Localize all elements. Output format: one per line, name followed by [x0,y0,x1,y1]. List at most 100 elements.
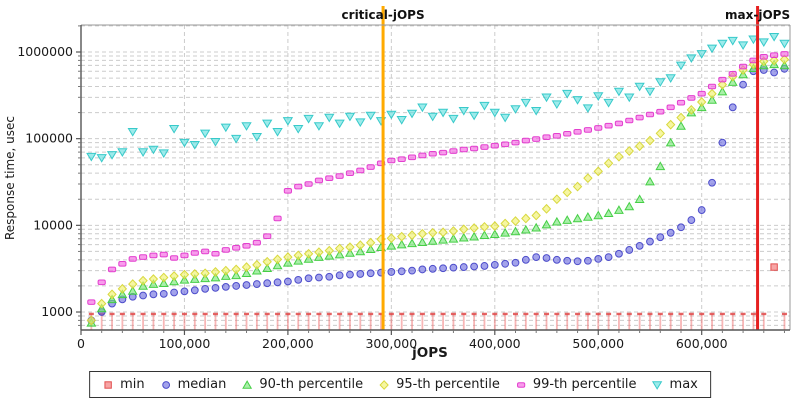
data-point [541,219,552,229]
data-point [119,312,125,316]
data-point [668,312,674,316]
data-point [263,279,272,288]
triangle-up-icon [242,379,253,389]
x-axis-title: jOPS [411,345,448,361]
data-point [366,164,375,170]
data-point [748,35,759,45]
data-point [613,87,625,97]
data-point [180,287,189,296]
series-99-th-percentile [87,51,789,305]
data-point [262,119,273,129]
data-point [541,203,552,214]
data-point [562,89,573,99]
data-point [562,215,573,224]
data-point [789,68,790,69]
data-point [345,248,355,257]
data-point [572,213,583,223]
data-point [181,312,187,316]
data-point [138,275,148,286]
data-point [396,116,407,125]
data-point [655,78,666,87]
series-median [87,64,789,325]
data-point [346,270,354,279]
x-tick-label: 500,000 [572,336,624,351]
data-point [365,244,376,254]
data-point [86,152,97,162]
data-point [521,255,530,264]
data-point [161,312,167,316]
data-point [387,268,396,276]
data-point [306,312,312,316]
data-point [262,263,273,273]
data-point [407,230,417,241]
gridlines [81,25,790,330]
data-point [324,245,334,256]
data-point [770,263,778,271]
legend-label: 99-th percentile [532,377,637,392]
x-tick-label: 100,000 [159,336,211,351]
data-point [500,218,510,229]
data-point [127,128,138,137]
data-point [655,128,666,139]
data-point [168,124,180,134]
critical-jops-label: critical-jOPS [342,8,425,22]
x-tick-label: 600,000 [676,336,728,351]
series-90-th-percentile [86,59,790,327]
data-point [304,274,313,283]
data-point [97,279,106,286]
data-point [530,106,542,116]
data-point [575,312,581,316]
data-point [138,281,149,290]
data-point [294,275,303,284]
data-point [427,236,438,245]
data-point [666,228,675,237]
data-point [644,87,656,97]
data-point [459,146,468,153]
circle-icon [161,380,170,389]
data-point [233,312,239,316]
data-point [264,312,270,316]
data-point [171,312,177,316]
data-point [512,312,518,316]
data-point [727,36,738,46]
data-point [117,148,128,157]
data-point [86,315,97,326]
data-point [200,268,210,279]
data-point [285,312,291,316]
data-point [397,267,406,276]
data-point [656,108,665,115]
data-point [593,210,604,220]
data-point [573,257,582,266]
data-point [282,257,293,267]
data-point [770,68,779,77]
data-point [104,380,112,389]
data-point [718,138,727,147]
data-point [430,312,436,316]
data-point [211,283,220,292]
data-point [396,239,407,249]
data-point [324,113,335,123]
data-point [779,60,790,70]
data-point [511,258,520,267]
data-point [179,274,190,284]
data-point [220,271,231,280]
data-point [397,156,406,162]
data-point [625,117,634,124]
data-point [386,110,397,120]
data-point [655,161,666,171]
data-point [677,223,685,232]
data-point [624,93,635,103]
legend-item-max: max [652,377,698,392]
legend-item-95-th-percentile: 95-th percentile [378,377,500,392]
data-point [242,281,251,289]
data-point [779,54,790,65]
series-min [88,263,787,330]
data-point [192,312,198,316]
legend-label: 95-th percentile [396,377,500,392]
data-point [231,270,242,280]
data-point [469,223,479,233]
data-point [150,312,156,316]
data-point [315,273,323,282]
data-point [573,129,582,135]
